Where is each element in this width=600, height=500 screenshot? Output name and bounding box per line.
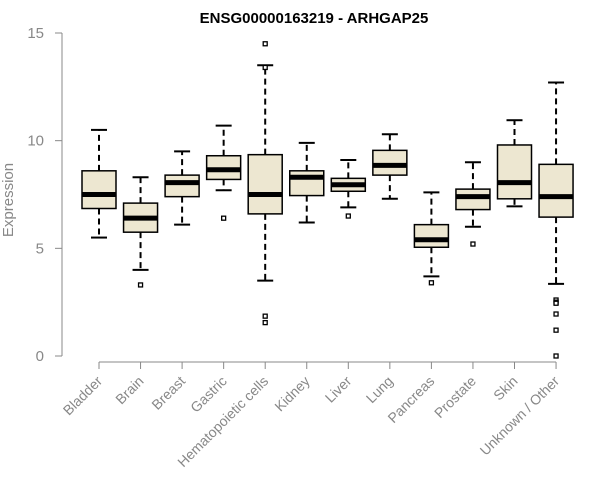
- box-hematopoietic-cells: [247, 41, 283, 326]
- x-tick-label: Brain: [112, 373, 146, 407]
- x-tick-label: Lung: [363, 373, 396, 406]
- y-tick-label: 15: [27, 25, 44, 42]
- x-tick-label: Breast: [148, 373, 188, 413]
- box-gastric: [205, 124, 242, 221]
- outlier-point: [137, 282, 144, 288]
- outlier-point: [553, 311, 559, 317]
- iqr-box: [496, 144, 533, 200]
- outlier-point: [262, 319, 268, 326]
- x-tick-label: Liver: [322, 373, 355, 406]
- iqr-box: [372, 149, 408, 176]
- iqr-box: [455, 188, 491, 211]
- x-tick-label: Bladder: [60, 373, 106, 419]
- iqr-box: [247, 153, 283, 215]
- iqr-box: [413, 223, 450, 249]
- outlier-point: [553, 327, 559, 333]
- y-tick-label: 5: [36, 240, 44, 257]
- box-breast: [164, 150, 200, 226]
- outlier-point: [220, 215, 227, 221]
- y-tick-label: 10: [27, 133, 44, 150]
- y-tick-label: 0: [36, 348, 44, 365]
- box-unknown-other: [538, 81, 574, 359]
- box-skin: [496, 119, 533, 208]
- box-brain: [122, 176, 159, 288]
- box-prostate: [455, 161, 491, 247]
- iqr-box: [81, 170, 117, 210]
- outlier-point: [262, 313, 268, 319]
- chart-title: ENSG00000163219 - ARHGAP25: [200, 10, 429, 27]
- iqr-box: [289, 170, 325, 197]
- box-kidney: [289, 141, 325, 224]
- outlier-point: [553, 353, 559, 359]
- x-tick-label: Kidney: [271, 373, 313, 415]
- x-tick-label: Skin: [490, 373, 521, 404]
- outlier-point: [345, 213, 351, 219]
- y-axis: 0 5 10 15: [27, 25, 63, 365]
- outlier-point: [428, 280, 435, 286]
- box-lung: [372, 133, 408, 200]
- outlier-point: [262, 64, 268, 71]
- box-bladder: [81, 128, 117, 239]
- iqr-box: [164, 174, 200, 198]
- outlier-point: [470, 241, 476, 247]
- outlier-point: [553, 300, 559, 306]
- x-tick-label: Prostate: [431, 373, 479, 421]
- x-tick-label: Unknown / Other: [477, 373, 563, 459]
- iqr-box: [538, 163, 574, 218]
- outlier-point: [262, 41, 268, 47]
- box-liver: [330, 159, 367, 219]
- y-axis-label: Expression: [0, 163, 17, 237]
- plot-area: [81, 41, 574, 359]
- box-pancreas: [413, 191, 450, 286]
